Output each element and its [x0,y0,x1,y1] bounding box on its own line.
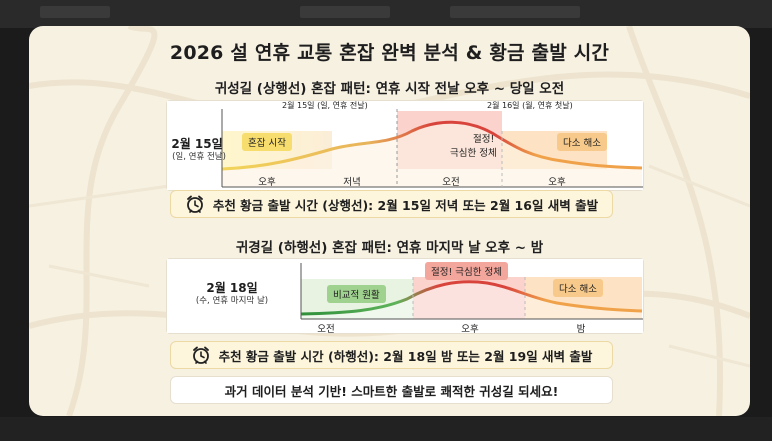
outbound-date-main: 2월 15일 [171,137,223,151]
outbound-axis-label: 저녁 [343,177,361,188]
inbound-axis-label: 오전 [317,324,335,335]
background-placeholder [450,6,580,18]
outbound-axis-label: 오후 [548,177,566,188]
outbound-axis-label: 오전 [442,177,460,188]
outbound-axis-label: 오후 [258,177,276,188]
inbound-date-main: 2월 18일 [206,281,258,295]
inbound-curve-area [301,281,642,319]
inbound-zone-peak [413,277,525,319]
outbound-curve-area [222,122,642,187]
inbound-axis-label: 오후 [461,324,479,335]
outbound-curve [221,120,643,171]
background-toolbar [0,0,772,28]
inbound-recommendation: 추천 황금 출발 시간 (하행선): 2월 18일 밤 또는 2월 19일 새벽… [170,341,613,369]
background-bottom-bar [0,417,772,441]
outbound-top-label-2: 2월 16일 (월, 연휴 첫날) [487,101,573,110]
inbound-recommendation-text: 추천 황금 출발 시간 (하행선): 2월 18일 밤 또는 2월 19일 새벽… [218,348,593,364]
background-placeholder [300,6,390,18]
infographic-title: 2026 설 연휴 교통 혼잡 완벽 분석 & 황금 출발 시간 [169,42,610,64]
inbound-date-sub: (수, 연휴 마지막 날) [195,296,269,306]
outbound-tag-ease: 다소 해소 [557,133,607,151]
outbound-tag-peak-2: 극심한 정체 [450,148,497,159]
background-placeholder [40,6,110,18]
inbound-curve [300,280,643,316]
inbound-axis-label: 밤 [576,324,586,335]
inbound-tag-smooth: 비교적 원활 [327,285,386,303]
footer-note: 과거 데이터 분석 기반! 스마트한 출발로 쾌적한 귀성길 되세요! [170,376,613,404]
outbound-tag-peak-1: 절정! [473,134,495,145]
inbound-subtitle: 귀경길 (하행선) 혼잡 패턴: 연휴 마지막 날 오후 ~ 밤 [235,240,544,256]
outbound-chart-panel: 2월 15일 (일, 연휴 전날) 2월 16일 (월, 연휴 첫날) 혼잡 시… [166,100,644,191]
inbound-chart-panel: 비교적 원활 절정! 극심한 정체 다소 해소 2월 18일 (수, 연휴 마지… [166,258,644,334]
alarm-clock-icon [192,346,209,364]
inbound-tag-ease: 다소 해소 [553,279,603,297]
inbound-congestion-chart [167,259,643,333]
outbound-recommendation-text: 추천 황금 출발 시간 (상행선): 2월 15일 저녁 또는 2월 16일 새… [212,197,599,213]
infographic-card: 2026 설 연휴 교통 혼잡 완벽 분석 & 황금 출발 시간 귀성길 (상행… [29,26,750,416]
outbound-top-label-1: 2월 15일 (일, 연휴 전날) [282,101,368,110]
outbound-date-sub: (일, 연휴 전날) [172,152,226,162]
outbound-tag-start: 혼잡 시작 [242,133,292,151]
footer-text: 과거 데이터 분석 기반! 스마트한 출발로 쾌적한 귀성길 되세요! [224,383,559,399]
outbound-subtitle: 귀성길 (상행선) 혼잡 패턴: 연휴 시작 전날 오후 ~ 당일 오전 [214,81,565,97]
alarm-clock-icon [186,195,203,213]
inbound-tag-peak: 절정! 극심한 정체 [425,262,509,280]
outbound-recommendation: 추천 황금 출발 시간 (상행선): 2월 15일 저녁 또는 2월 16일 새… [170,190,613,218]
